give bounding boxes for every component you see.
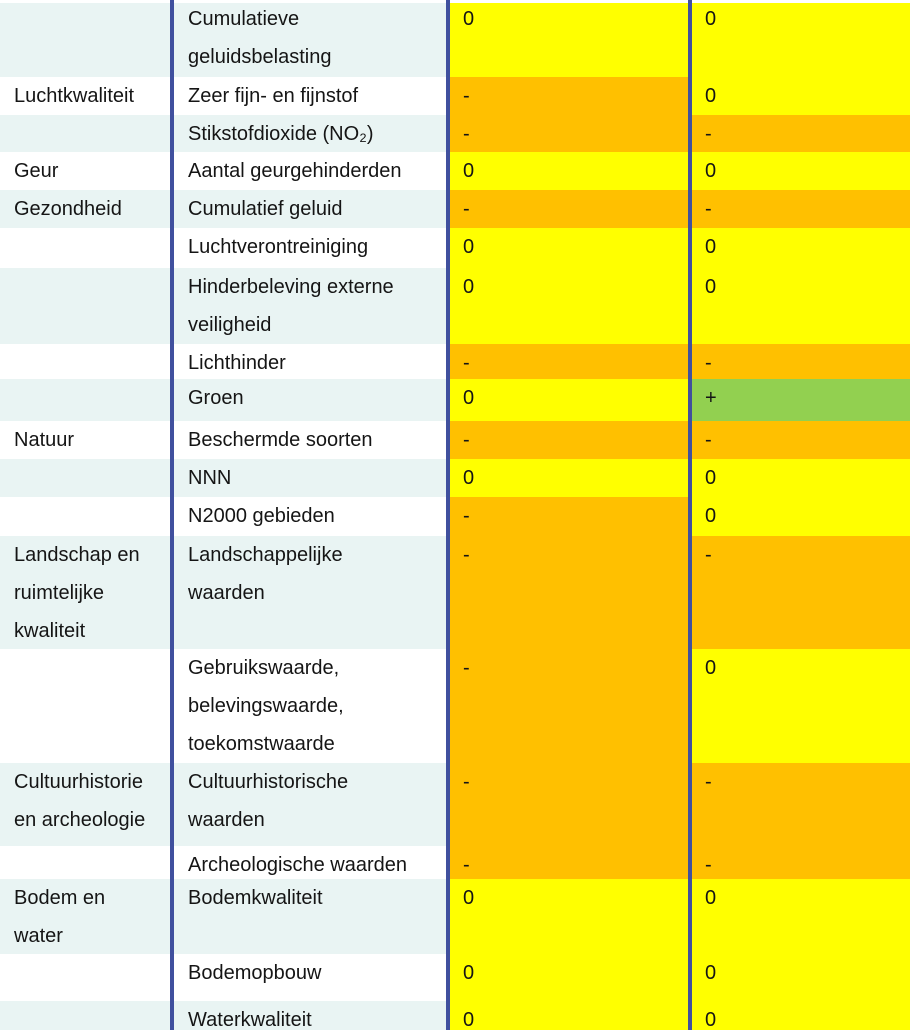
theme-cell: Bodem en water xyxy=(0,879,170,954)
score-cell-alt2: - xyxy=(688,344,910,379)
score-cell-alt2: 0 xyxy=(688,459,910,497)
aspect-cell: Landschappelijke waarden xyxy=(170,536,446,649)
table-row: Luchtkwaliteit Zeer fijn- en fijnstof - … xyxy=(0,77,910,115)
aspect-cell: Lichthinder xyxy=(170,344,446,379)
score-cell-alt2: 0 xyxy=(688,228,910,268)
table-row: Luchtverontreiniging 0 0 xyxy=(0,228,910,268)
aspect-cell: Cultuurhistorische waarden xyxy=(170,763,446,846)
theme-cell xyxy=(0,1001,170,1030)
aspect-cell: Cumulatief geluid xyxy=(170,190,446,228)
aspect-cell: N2000 gebieden xyxy=(170,497,446,536)
score-cell-alt2: - xyxy=(688,115,910,152)
table-row: Bodemopbouw 0 0 xyxy=(0,954,910,1001)
aspect-cell: Bodemkwaliteit xyxy=(170,879,446,954)
aspect-cell: NNN xyxy=(170,459,446,497)
score-cell-alt1: - xyxy=(446,115,688,152)
theme-cell xyxy=(0,846,170,879)
aspect-cell: Archeologische waarden xyxy=(170,846,446,879)
table-row: Cumulatieve geluidsbelasting 0 0 xyxy=(0,0,910,77)
table-row: N2000 gebieden - 0 xyxy=(0,497,910,536)
theme-cell xyxy=(0,954,170,1001)
score-cell-alt1: 0 xyxy=(446,0,688,77)
score-cell-alt1: 0 xyxy=(446,1001,688,1030)
table-row: Bodem en water Bodemkwaliteit 0 0 xyxy=(0,879,910,954)
score-cell-alt2: 0 xyxy=(688,152,910,190)
table-row: Groen 0 + xyxy=(0,379,910,421)
score-cell-alt2: - xyxy=(688,190,910,228)
aspect-cell: Beschermde soorten xyxy=(170,421,446,459)
score-cell-alt1: 0 xyxy=(446,379,688,421)
score-cell-alt1: 0 xyxy=(446,268,688,344)
theme-cell xyxy=(0,344,170,379)
score-cell-alt1: - xyxy=(446,763,688,846)
score-cell-alt2: 0 xyxy=(688,497,910,536)
score-cell-alt1: - xyxy=(446,846,688,879)
theme-cell xyxy=(0,228,170,268)
aspect-cell: Luchtverontreiniging xyxy=(170,228,446,268)
theme-cell xyxy=(0,115,170,152)
score-cell-alt2: 0 xyxy=(688,954,910,1001)
theme-cell xyxy=(0,379,170,421)
aspect-cell: Bodemopbouw xyxy=(170,954,446,1001)
aspect-cell: Aantal geurgehinderden xyxy=(170,152,446,190)
theme-cell: Cultuurhistorie en archeologie xyxy=(0,763,170,846)
score-cell-alt2: 0 xyxy=(688,0,910,77)
theme-cell: Luchtkwaliteit xyxy=(14,85,135,107)
table-row: Lichthinder - - xyxy=(0,344,910,379)
score-cell-alt1: 0 xyxy=(446,954,688,1001)
score-cell-alt1: 0 xyxy=(446,879,688,954)
theme-cell xyxy=(0,0,170,77)
score-cell-alt1: 0 xyxy=(446,459,688,497)
theme-cell: Gezondheid xyxy=(0,190,170,228)
score-cell-alt2: - xyxy=(688,421,910,459)
score-cell-alt2: 0 xyxy=(688,268,910,344)
aspect-cell: Cumulatieve geluidsbelasting xyxy=(170,0,446,77)
score-cell-alt1: - xyxy=(446,344,688,379)
score-cell-alt1: 0 xyxy=(446,152,688,190)
score-cell-alt1: - xyxy=(446,421,688,459)
theme-cell xyxy=(0,459,170,497)
aspect-cell: Hinderbeleving externe veiligheid xyxy=(170,268,446,344)
table-row: NNN 0 0 xyxy=(0,459,910,497)
aspect-cell: Groen xyxy=(170,379,446,421)
score-cell-alt1: 0 xyxy=(446,228,688,268)
score-cell-alt2: 0 xyxy=(688,77,910,115)
score-cell-alt2: 0 xyxy=(688,649,910,763)
table-row: Hinderbeleving externe veiligheid 0 0 xyxy=(0,268,910,344)
theme-cell: Geur xyxy=(14,160,59,182)
table-row: Gebruikswaarde, belevingswaarde, toekoms… xyxy=(0,649,910,763)
aspect-cell: Stikstofdioxide (NO₂) xyxy=(170,115,446,152)
aspect-cell: Zeer fijn- en fijnstof xyxy=(170,77,446,115)
score-cell-alt2: - xyxy=(688,763,910,846)
table-row: Landschap en ruimtelijke kwaliteit Lands… xyxy=(0,536,910,649)
theme-cell xyxy=(0,497,170,536)
table-row: Archeologische waarden - - xyxy=(0,846,910,879)
table-row: Gezondheid Cumulatief geluid - - xyxy=(0,190,910,228)
theme-cell xyxy=(0,268,170,344)
theme-cell: Natuur xyxy=(14,429,75,451)
theme-cell: Landschap en ruimtelijke kwaliteit xyxy=(0,536,170,649)
table-row: Stikstofdioxide (NO₂) - - xyxy=(0,115,910,152)
score-cell-alt1: - xyxy=(446,536,688,649)
score-cell-alt2: - xyxy=(688,536,910,649)
table-row: Waterkwaliteit 0 0 xyxy=(0,1001,910,1030)
score-cell-alt1: - xyxy=(446,649,688,763)
score-cell-alt1: - xyxy=(446,190,688,228)
score-cell-alt2: 0 xyxy=(688,879,910,954)
aspect-cell: Waterkwaliteit xyxy=(170,1001,446,1030)
score-cell-alt1: - xyxy=(446,77,688,115)
table-row: Natuur Beschermde soorten - - xyxy=(0,421,910,459)
score-cell-alt1: - xyxy=(446,497,688,536)
score-cell-alt2: + xyxy=(688,379,910,421)
score-cell-alt2: - xyxy=(688,846,910,879)
score-cell-alt2: 0 xyxy=(688,1001,910,1030)
table-row: Cultuurhistorie en archeologie Cultuurhi… xyxy=(0,763,910,846)
aspect-cell: Gebruikswaarde, belevingswaarde, toekoms… xyxy=(170,649,446,763)
table-row: Geur Aantal geurgehinderden 0 0 xyxy=(0,152,910,190)
theme-cell xyxy=(0,649,170,763)
